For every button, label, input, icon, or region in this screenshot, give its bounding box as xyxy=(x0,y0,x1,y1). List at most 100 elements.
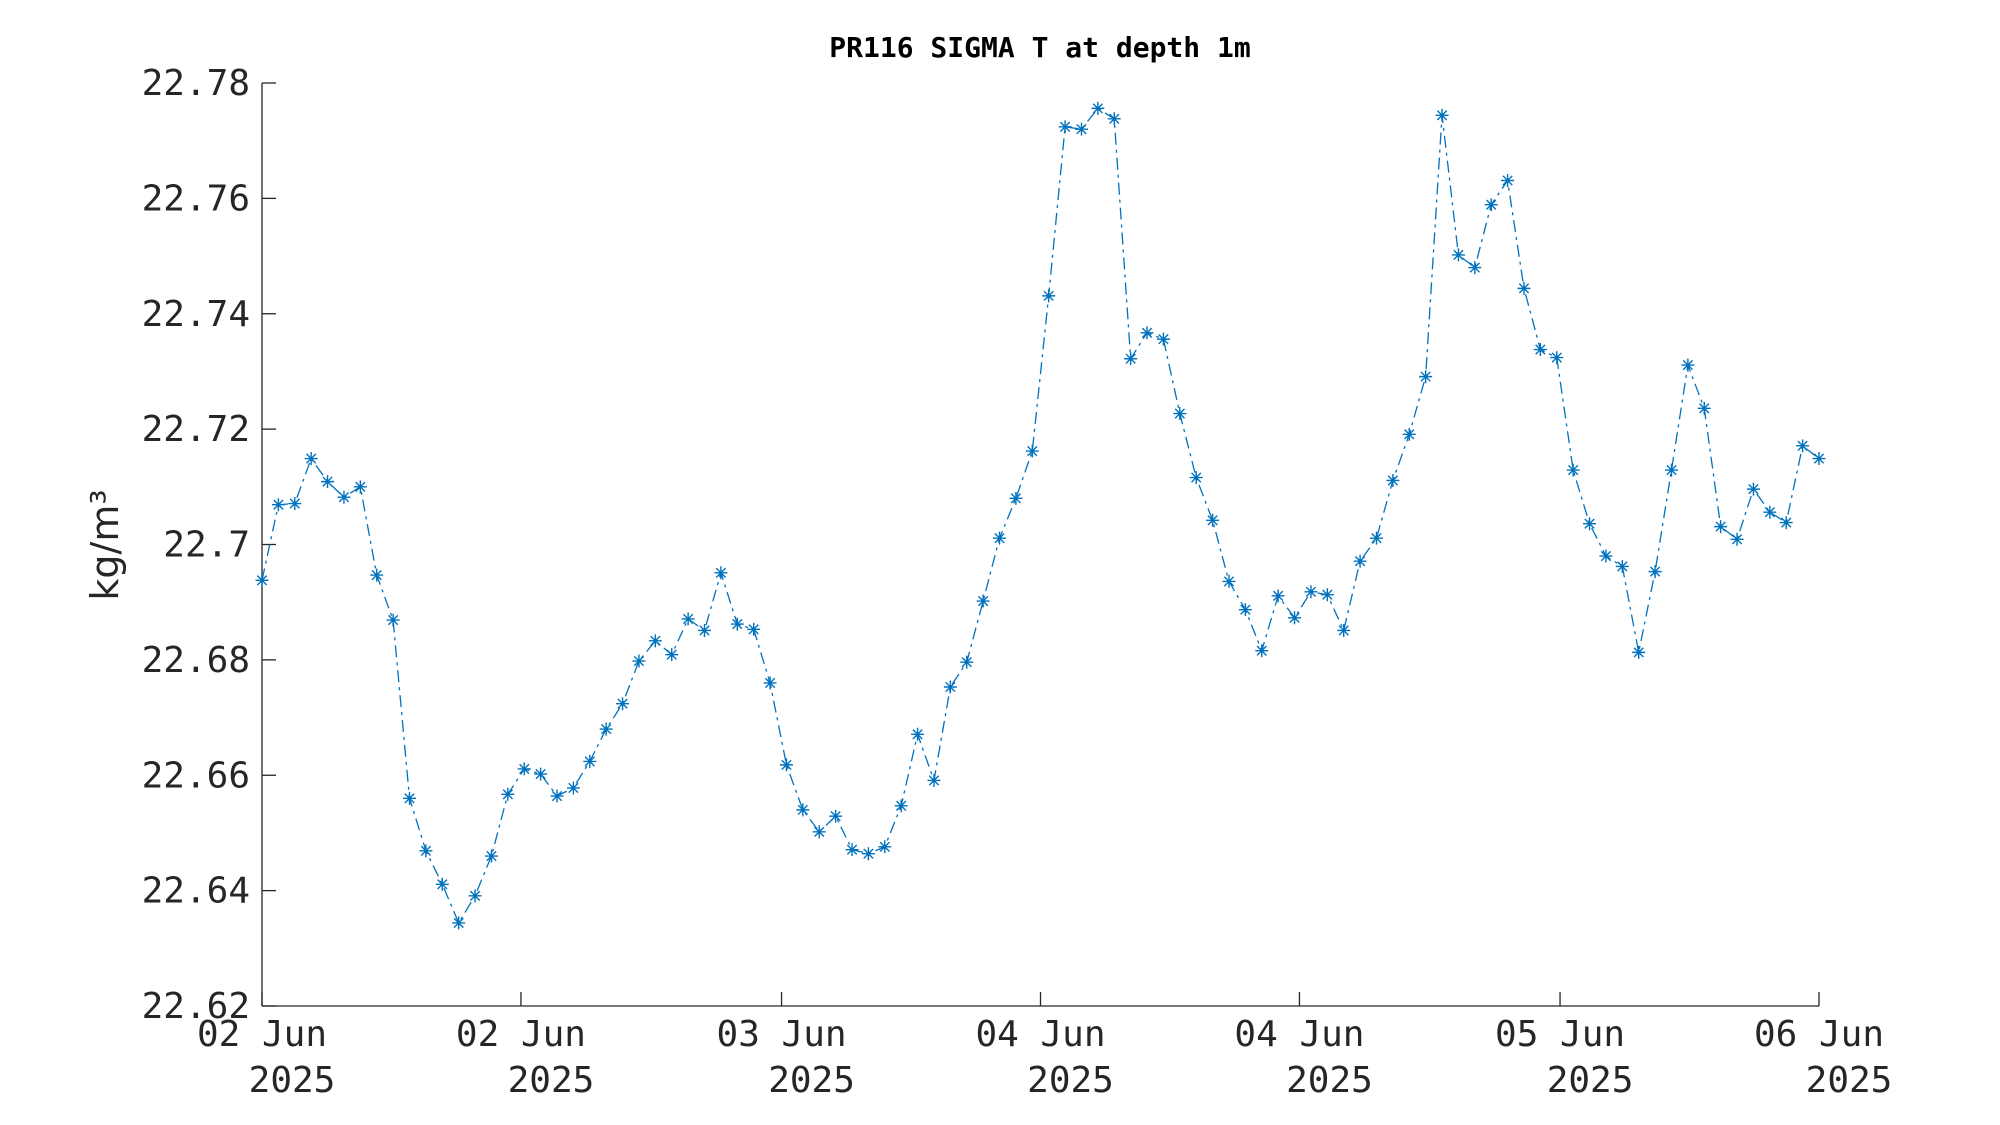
data-point xyxy=(1173,407,1187,421)
data-point xyxy=(1369,531,1383,545)
data-point xyxy=(1763,505,1777,519)
data-point xyxy=(632,654,646,668)
data-point xyxy=(583,754,597,768)
data-point xyxy=(1206,513,1220,527)
y-tick-label: 22.66 xyxy=(142,755,250,796)
data-point xyxy=(779,758,793,772)
data-point xyxy=(665,648,679,662)
data-point xyxy=(1140,326,1154,340)
data-point xyxy=(1320,588,1334,602)
data-point xyxy=(1009,491,1023,505)
data-point xyxy=(648,634,662,648)
data-point xyxy=(993,531,1007,545)
x-tick-label: 02 Jun 2025 xyxy=(197,1014,335,1101)
data-point xyxy=(747,622,761,636)
data-point xyxy=(845,843,859,857)
data-point xyxy=(681,612,695,626)
data-point xyxy=(1386,473,1400,487)
data-point xyxy=(1566,463,1580,477)
data-point xyxy=(1107,112,1121,126)
data-point xyxy=(1337,623,1351,637)
y-tick-label: 22.74 xyxy=(142,294,250,335)
y-tick-label: 22.62 xyxy=(142,986,250,1027)
data-point xyxy=(1074,122,1088,136)
data-point xyxy=(550,789,564,803)
data-point xyxy=(1730,532,1744,546)
data-point xyxy=(386,613,400,627)
data-point xyxy=(861,847,875,861)
y-tick-label: 22.68 xyxy=(142,640,250,681)
data-point xyxy=(1124,352,1138,366)
data-point xyxy=(1304,585,1318,599)
x-tick-label: 05 Jun 2025 xyxy=(1495,1014,1633,1101)
data-point xyxy=(1468,261,1482,275)
data-point xyxy=(337,490,351,504)
data-point xyxy=(1599,549,1613,563)
data-point xyxy=(370,568,384,582)
data-point xyxy=(1058,120,1072,134)
y-tick-label: 22.64 xyxy=(142,871,250,912)
x-tick-label: 02 Jun 2025 xyxy=(456,1014,594,1101)
data-point xyxy=(829,809,843,823)
data-point xyxy=(1156,332,1170,346)
data-point xyxy=(1501,173,1515,187)
data-point xyxy=(321,475,335,489)
data-point xyxy=(484,849,498,863)
data-point xyxy=(1714,520,1728,534)
y-tick-label: 22.72 xyxy=(142,409,250,450)
data-point xyxy=(894,799,908,813)
x-tick-label: 04 Jun 2025 xyxy=(1234,1014,1372,1101)
data-point xyxy=(1681,358,1695,372)
data-point xyxy=(1746,482,1760,496)
data-point xyxy=(1353,554,1367,568)
data-point xyxy=(927,773,941,787)
data-point xyxy=(403,791,417,805)
data-point xyxy=(698,623,712,637)
data-point xyxy=(435,877,449,891)
data-point xyxy=(812,825,826,839)
data-point xyxy=(566,781,580,795)
data-point xyxy=(1484,198,1498,212)
data-point xyxy=(796,803,810,817)
data-point xyxy=(1288,611,1302,625)
data-point xyxy=(1042,289,1056,303)
data-point xyxy=(1238,603,1252,617)
data-point xyxy=(1025,444,1039,458)
data-point xyxy=(288,497,302,511)
data-point xyxy=(271,498,285,512)
data-point xyxy=(1697,401,1711,415)
data-point xyxy=(1451,248,1465,262)
data-point xyxy=(878,840,892,854)
data-point xyxy=(763,676,777,690)
data-point xyxy=(1435,108,1449,122)
data-point xyxy=(1550,351,1564,365)
y-tick-label: 22.76 xyxy=(142,178,250,219)
data-point xyxy=(1517,281,1531,295)
data-point xyxy=(976,594,990,608)
data-point xyxy=(1615,559,1629,573)
data-point xyxy=(255,573,269,587)
data-point xyxy=(599,722,613,736)
data-point xyxy=(468,889,482,903)
data-point xyxy=(1222,574,1236,588)
data-point xyxy=(616,697,630,711)
data-point xyxy=(452,916,466,930)
data-point xyxy=(501,787,515,801)
data-point xyxy=(353,480,367,494)
data-point xyxy=(1255,644,1269,658)
x-tick-label: 04 Jun 2025 xyxy=(975,1014,1113,1101)
chart-title: PR116 SIGMA T at depth 1m xyxy=(829,31,1250,64)
data-point xyxy=(1271,589,1285,603)
data-point xyxy=(730,617,744,631)
data-point xyxy=(534,767,548,781)
data-point xyxy=(1533,343,1547,357)
data-point xyxy=(714,566,728,580)
x-tick-label: 06 Jun 2025 xyxy=(1754,1014,1892,1101)
y-axis-label: kg/m³ xyxy=(83,489,127,600)
data-point xyxy=(1419,370,1433,384)
data-point xyxy=(1812,452,1826,466)
data-point xyxy=(517,762,531,776)
data-point xyxy=(1189,471,1203,485)
data-point xyxy=(1796,439,1810,453)
